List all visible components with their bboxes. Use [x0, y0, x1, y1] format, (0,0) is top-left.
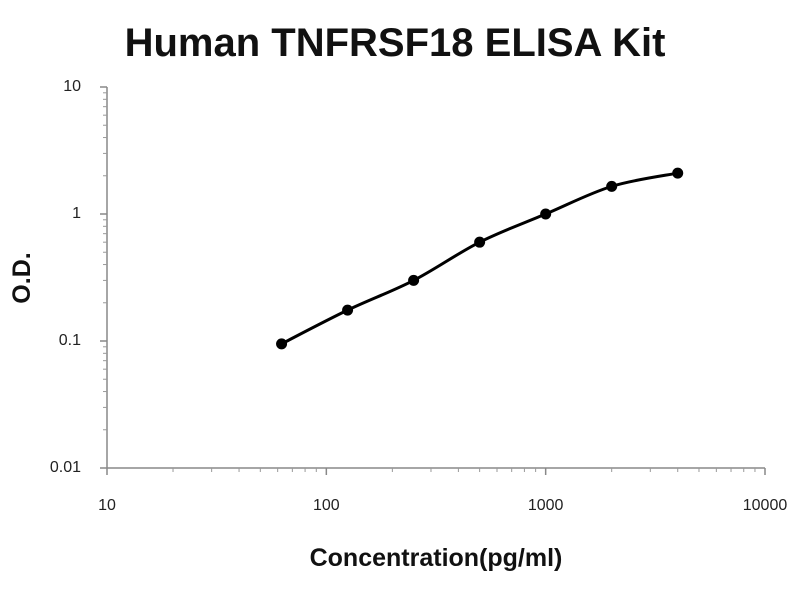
data-point: [408, 274, 420, 286]
y-tick-label: 10: [63, 78, 81, 95]
x-tick-label: 10000: [743, 497, 788, 514]
y-tick-label: 1: [72, 205, 81, 222]
data-point: [342, 304, 354, 316]
y-tick-label: 0.01: [50, 459, 81, 476]
x-tick-label: 1000: [528, 497, 564, 514]
data-line: [280, 171, 679, 346]
data-point: [474, 236, 486, 248]
data-point: [606, 180, 618, 192]
y-axis-label: O.D.: [8, 252, 36, 303]
data-point: [672, 167, 684, 179]
x-axis-label: Concentration(pg/ml): [310, 544, 563, 572]
y-tick-label: 0.1: [59, 332, 81, 349]
x-tick-label: 10: [98, 497, 116, 514]
chart-title: Human TNFRSF18 ELISA Kit: [125, 21, 666, 65]
data-point: [276, 338, 288, 350]
data-point: [540, 208, 552, 220]
x-tick-label: 100: [313, 497, 340, 514]
